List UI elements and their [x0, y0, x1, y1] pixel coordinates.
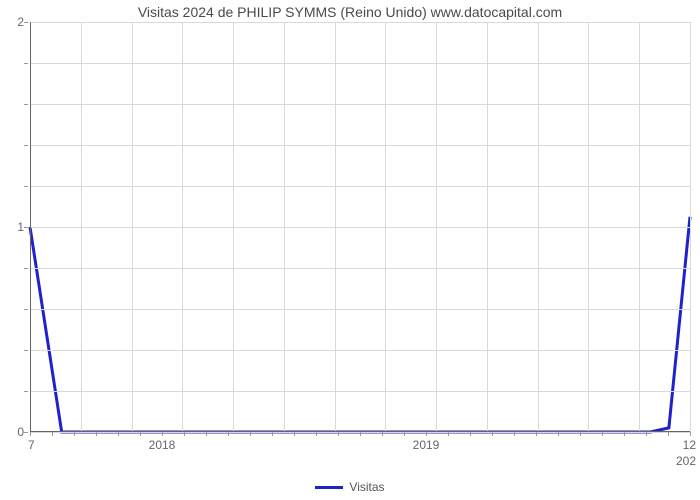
gridline-horizontal: [30, 268, 690, 269]
x-minor-tick: [646, 432, 647, 436]
x-minor-tick: [382, 432, 383, 436]
x-minor-tick: [184, 432, 185, 436]
series-line: [30, 217, 690, 432]
x-minor-tick: [96, 432, 97, 436]
y-minor-tick: [24, 432, 28, 433]
gridline-horizontal: [30, 391, 690, 392]
x-minor-tick: [30, 432, 31, 436]
x-minor-tick: [558, 432, 559, 436]
y-minor-tick: [24, 309, 28, 310]
x-minor-tick: [668, 432, 669, 436]
gridline-horizontal: [30, 309, 690, 310]
x-minor-tick: [74, 432, 75, 436]
chart-title: Visitas 2024 de PHILIP SYMMS (Reino Unid…: [0, 4, 700, 20]
y-minor-tick: [24, 268, 28, 269]
gridline-horizontal: [30, 350, 690, 351]
y-minor-tick: [24, 145, 28, 146]
x-minor-tick: [294, 432, 295, 436]
x-minor-tick: [690, 432, 691, 436]
x-minor-tick: [514, 432, 515, 436]
x-minor-tick: [162, 432, 163, 436]
gridline-vertical: [690, 22, 691, 432]
x-minor-tick: [338, 432, 339, 436]
y-minor-tick: [24, 63, 28, 64]
x-tick-label: 2018: [149, 438, 176, 452]
x-minor-tick: [580, 432, 581, 436]
gridline-horizontal: [30, 104, 690, 105]
x-minor-tick: [316, 432, 317, 436]
y-tick-label: 1: [17, 220, 24, 234]
y-minor-tick: [24, 104, 28, 105]
y-minor-tick: [24, 227, 28, 228]
x-minor-tick: [272, 432, 273, 436]
x-minor-tick: [602, 432, 603, 436]
gridline-horizontal: [30, 22, 690, 23]
legend-label: Visitas: [349, 480, 384, 494]
x-minor-tick: [404, 432, 405, 436]
y-minor-tick: [24, 391, 28, 392]
x-minor-tick: [118, 432, 119, 436]
x-minor-tick: [426, 432, 427, 436]
x-right-corner-label-2: 202: [676, 454, 696, 468]
legend-swatch: [315, 486, 343, 489]
x-minor-tick: [492, 432, 493, 436]
x-minor-tick: [536, 432, 537, 436]
x-minor-tick: [140, 432, 141, 436]
gridline-horizontal: [30, 186, 690, 187]
x-tick-label: 2019: [413, 438, 440, 452]
x-minor-tick: [250, 432, 251, 436]
y-tick-label: 2: [17, 15, 24, 29]
x-minor-tick: [360, 432, 361, 436]
x-minor-tick: [206, 432, 207, 436]
y-axis-line: [30, 22, 31, 432]
gridline-horizontal: [30, 145, 690, 146]
gridline-horizontal: [30, 227, 690, 228]
x-minor-tick: [624, 432, 625, 436]
y-minor-tick: [24, 22, 28, 23]
plot-area: 01220182019712202: [30, 22, 690, 432]
x-left-corner-label: 7: [28, 438, 35, 452]
y-minor-tick: [24, 350, 28, 351]
x-minor-tick: [228, 432, 229, 436]
x-minor-tick: [470, 432, 471, 436]
x-minor-tick: [448, 432, 449, 436]
legend: Visitas: [0, 480, 700, 494]
x-minor-tick: [52, 432, 53, 436]
y-minor-tick: [24, 186, 28, 187]
gridline-horizontal: [30, 63, 690, 64]
y-tick-label: 0: [17, 425, 24, 439]
x-right-corner-label: 12: [683, 438, 696, 452]
